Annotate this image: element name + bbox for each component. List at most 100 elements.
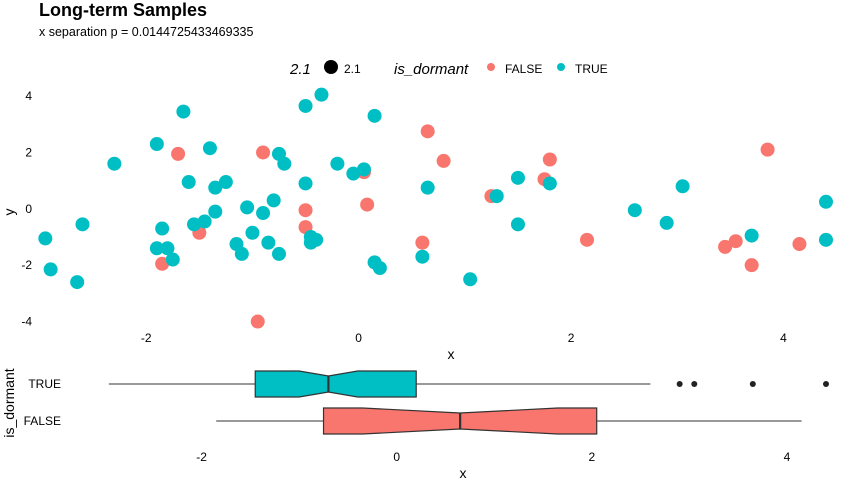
scatter-point-true (510, 170, 525, 185)
scatter-point-true (309, 232, 324, 247)
scatter-x-axis-label: x (448, 346, 455, 362)
scatter-point-true (819, 232, 833, 247)
scatter-point-true (420, 180, 435, 195)
boxplot-outlier-true (676, 381, 683, 387)
boxplot-category-label: FALSE (24, 414, 61, 428)
scatter-point-false (728, 234, 743, 249)
scatter-point-true (271, 246, 286, 261)
scatter-point-true (277, 156, 292, 171)
scatter-point-true (187, 217, 202, 232)
scatter-point-true (627, 203, 642, 218)
scatter-point-true (744, 228, 759, 243)
boxplot-x-tick-label: 0 (393, 450, 400, 464)
scatter-point-true (176, 104, 191, 119)
scatter-point-false (171, 146, 186, 161)
scatter-point-true (197, 214, 212, 229)
legend-label-false: FALSE (505, 62, 542, 76)
boxplot-category-labels: TRUE FALSE (24, 377, 61, 428)
boxplot-box-true (254, 370, 417, 398)
scatter-point-true (463, 272, 478, 287)
scatter-x-tick-label: 0 (355, 331, 362, 345)
scatter-x-tick-label: -2 (141, 331, 152, 345)
boxplot-x-tick-label: -2 (196, 450, 207, 464)
scatter-point-true (240, 200, 255, 215)
boxplot-x-ticks: -2 0 2 4 (196, 450, 790, 464)
scatter-y-tick-label: -4 (21, 315, 32, 329)
scatter-point-true (314, 87, 329, 102)
scatter-point-false (542, 152, 557, 167)
scatter-point-true (261, 235, 276, 250)
legend-color-title: is_dormant (394, 61, 469, 78)
scatter-point-false (360, 197, 375, 212)
scatter-point-true (38, 231, 53, 246)
scatter-point-true (43, 262, 58, 277)
legend-key-false (487, 63, 495, 71)
scatter-point-true (160, 241, 175, 256)
scatter-point-true (155, 221, 170, 236)
scatter-point-true (75, 217, 90, 232)
boxplot-panel: TRUE FALSE -2 0 2 4 x is_dormant (1, 368, 829, 480)
scatter-point-false (436, 153, 451, 168)
scatter-point-true (415, 249, 430, 264)
boxplot-y-axis-label: is_dormant (1, 368, 17, 437)
boxplot-outlier-true (691, 381, 698, 387)
scatter-point-false (792, 237, 807, 252)
scatter-point-true (819, 194, 833, 209)
scatter-point-true (266, 193, 281, 208)
scatter-point-false (744, 258, 759, 273)
legend-size-title: 2.1 (289, 61, 311, 78)
boxplot-x-tick-label: 4 (784, 450, 791, 464)
scatter-point-true (675, 179, 690, 194)
scatter-point-false (256, 145, 271, 160)
scatter-point-true (367, 108, 382, 123)
scatter-point-true (372, 261, 387, 275)
legend: 2.1 2.1 is_dormant FALSE TRUE (289, 60, 608, 78)
scatter-panel: -4 -2 0 2 4 -2 0 2 4 x y (1, 87, 833, 362)
scatter-point-true (208, 204, 223, 219)
scatter-x-tick-label: 4 (780, 331, 787, 345)
boxplot-outlier-true (823, 381, 829, 387)
scatter-x-ticks: -2 0 2 4 (141, 331, 787, 345)
scatter-y-ticks: -4 -2 0 2 4 (21, 89, 32, 328)
scatter-point-true (107, 156, 122, 171)
scatter-point-false (420, 124, 435, 139)
scatter-point-false (718, 239, 733, 254)
scatter-x-tick-label: 2 (568, 331, 575, 345)
legend-key-true (557, 63, 565, 71)
scatter-point-true (659, 215, 674, 230)
legend-size-key (324, 60, 338, 74)
legend-size-label: 2.1 (344, 62, 361, 76)
scatter-point-true (330, 156, 345, 171)
chart-title: Long-term Samples (39, 0, 208, 20)
scatter-point-true (218, 175, 233, 190)
scatter-y-tick-label: -2 (21, 258, 32, 272)
boxplot-marks (108, 370, 829, 435)
scatter-y-tick-label: 0 (25, 202, 32, 216)
scatter-point-true (234, 246, 249, 261)
scatter-point-true (202, 141, 217, 156)
scatter-point-true (165, 252, 180, 267)
scatter-point-false (580, 232, 595, 247)
scatter-point-true (245, 225, 260, 240)
boxplot-x-axis-label: x (460, 465, 467, 480)
scatter-point-true (356, 162, 371, 177)
scatter-point-true (298, 176, 313, 191)
scatter-point-true (256, 206, 271, 221)
scatter-points (38, 87, 833, 329)
scatter-point-true (149, 241, 164, 256)
scatter-point-true (298, 98, 313, 113)
scatter-point-true (70, 275, 85, 290)
boxplot-category-label: TRUE (28, 377, 61, 391)
boxplot-outlier-true (749, 381, 756, 387)
scatter-point-false (760, 142, 775, 157)
scatter-point-true (149, 137, 164, 151)
scatter-point-true (208, 180, 223, 195)
chart-subtitle: x separation p = 0.0144725433469335 (39, 25, 254, 39)
legend-label-true: TRUE (575, 62, 608, 76)
scatter-point-true (542, 176, 557, 191)
scatter-point-false (415, 235, 430, 250)
scatter-point-true (346, 166, 361, 181)
scatter-point-true (510, 217, 525, 232)
scatter-y-tick-label: 2 (25, 145, 32, 159)
